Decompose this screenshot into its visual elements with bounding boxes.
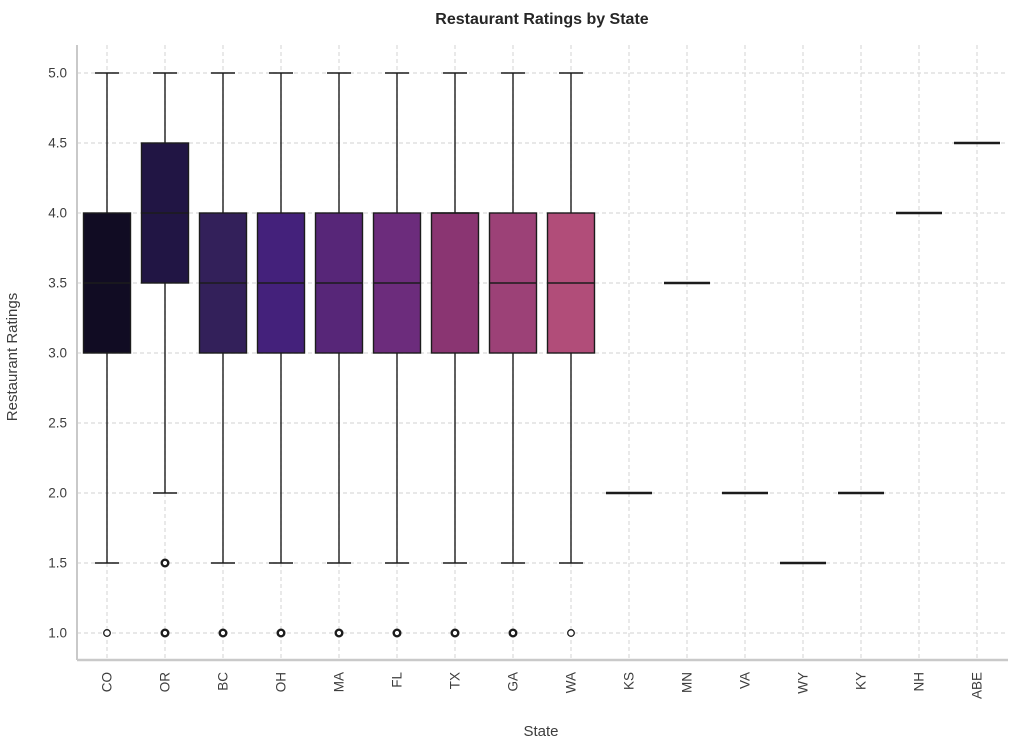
y-tick-label: 4.5 xyxy=(48,136,67,151)
outlier-marker xyxy=(334,628,344,638)
plot-layer: 5.0 4.5 4.0 3.5 3.0 2.5 2.0 1.5 1.0 CO OR BC OH MA FL T… xyxy=(48,45,1008,699)
x-tick-label: OR xyxy=(158,672,173,693)
iqr-box xyxy=(430,212,480,354)
y-axis-title: Restaurant Ratings xyxy=(4,293,21,421)
y-tick-label: 4.0 xyxy=(48,206,67,221)
y-tick-label: 2.0 xyxy=(48,486,67,501)
y-tick-label: 3.0 xyxy=(48,346,67,361)
x-tick-label: OH xyxy=(274,672,289,692)
y-tick-label: 5.0 xyxy=(48,66,67,81)
x-axis-title: State xyxy=(523,723,558,740)
x-tick-label: CO xyxy=(100,672,115,692)
outlier-marker xyxy=(392,628,402,638)
outlier-marker xyxy=(160,628,170,638)
x-tick-label: WY xyxy=(796,672,811,694)
outlier-marker xyxy=(508,628,518,638)
outlier-marker xyxy=(450,628,460,638)
outlier-marker xyxy=(276,628,286,638)
x-tick-label: VA xyxy=(738,672,753,689)
outlier-marker xyxy=(218,628,228,638)
x-tick-label: WA xyxy=(564,672,579,693)
x-tick-label: GA xyxy=(506,672,521,692)
x-tick-label: ABE xyxy=(970,672,985,699)
x-tick-label: BC xyxy=(216,672,231,691)
outlier-marker xyxy=(567,629,575,637)
y-tick-label: 3.5 xyxy=(48,276,67,291)
x-tick-label: TX xyxy=(448,672,463,689)
x-tick-label: KY xyxy=(854,672,869,690)
chart-title: Restaurant Ratings by State xyxy=(435,11,648,28)
x-tick-label: MA xyxy=(332,672,347,692)
x-tick-label: FL xyxy=(390,672,405,688)
x-tick-label: KS xyxy=(622,672,637,690)
y-tick-label: 1.5 xyxy=(48,556,67,571)
y-tick-label: 2.5 xyxy=(48,416,67,431)
outlier-marker xyxy=(103,629,111,637)
y-tick-label: 1.0 xyxy=(48,626,67,641)
x-tick-label: NH xyxy=(912,672,927,692)
x-tick-label: MN xyxy=(680,672,695,693)
outlier-marker xyxy=(160,558,170,568)
